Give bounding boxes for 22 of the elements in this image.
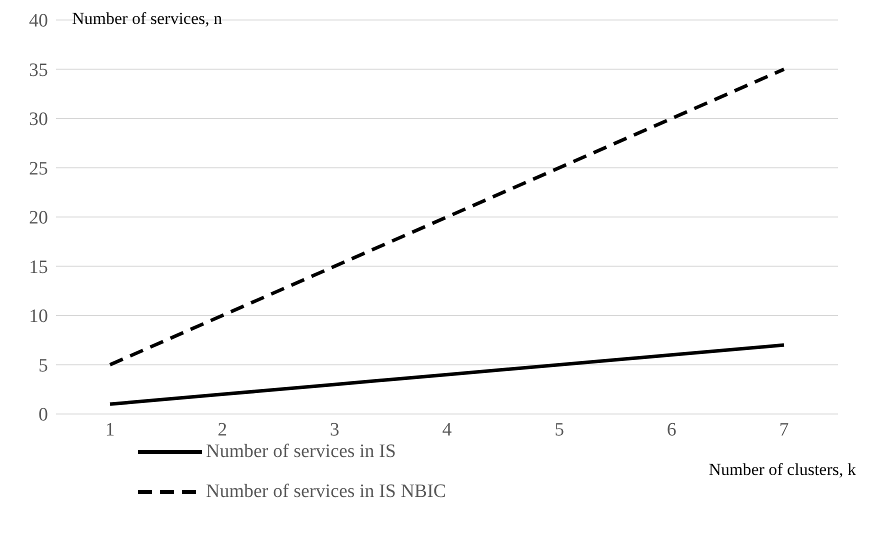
line-series (108, 343, 786, 406)
y-tick-label: 30 (29, 109, 48, 130)
x-tick-label: 7 (779, 419, 789, 440)
line-series (108, 68, 786, 366)
y-tick-label: 5 (38, 355, 48, 376)
x-tick-label: 5 (554, 419, 564, 440)
x-tick-label: 6 (666, 419, 676, 440)
y-tick-label: 0 (38, 404, 48, 426)
y-tick-label: 25 (29, 158, 48, 180)
x-tick-label: 3 (330, 419, 340, 440)
y-tick-label: 15 (29, 256, 48, 278)
x-axis-title: Number of clusters, k (708, 460, 856, 480)
x-tick-label: 1 (105, 419, 115, 440)
y-tick-label: 40 (29, 10, 48, 32)
y-tick-label: 10 (29, 306, 48, 328)
legend-label: Number of services in IS (206, 441, 396, 463)
x-tick-label: 2 (218, 419, 228, 440)
y-tick-label: 35 (29, 60, 48, 81)
x-tick-label: 4 (442, 419, 452, 440)
y-tick-label: 20 (29, 208, 48, 229)
legend-label: Number of services in IS NBIC (206, 481, 446, 503)
y-axis-title: Number of services, n (72, 9, 222, 29)
